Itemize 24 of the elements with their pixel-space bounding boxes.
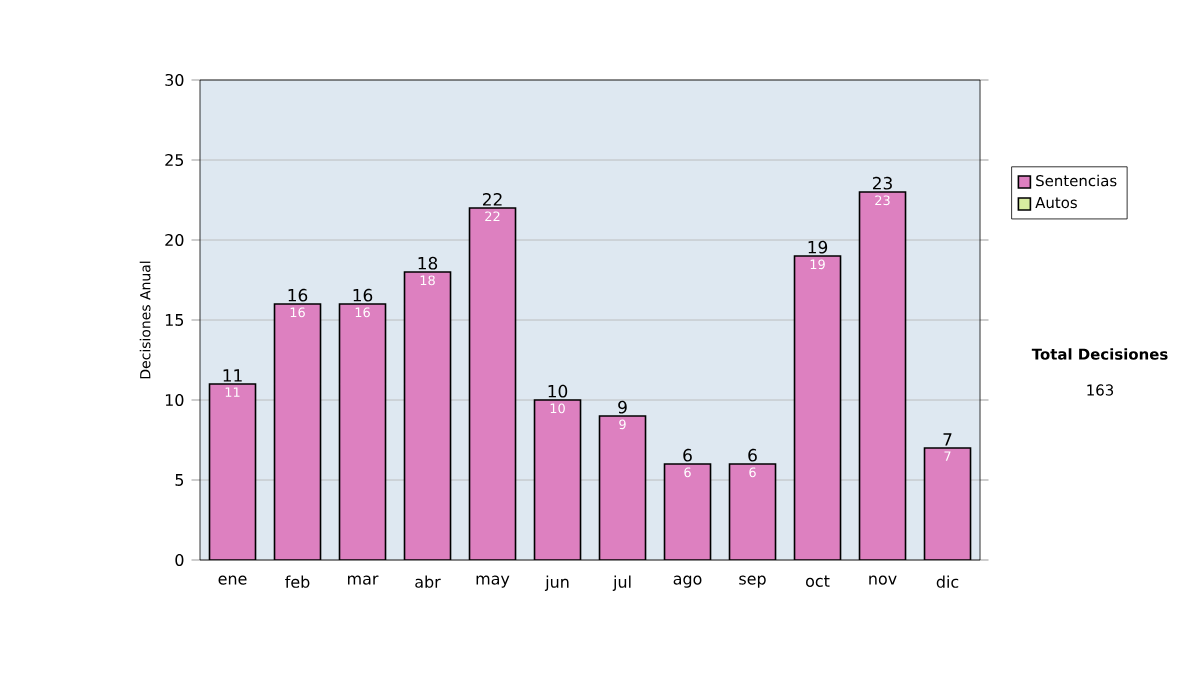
bar xyxy=(794,256,841,560)
total-label: 10 xyxy=(548,384,568,398)
total-label: 6 xyxy=(683,448,692,462)
total-label: 23 xyxy=(872,176,892,190)
bar xyxy=(404,272,451,560)
bar xyxy=(859,192,906,560)
bar xyxy=(209,384,256,560)
total-label: 19 xyxy=(808,240,828,254)
total-label: 11 xyxy=(223,369,242,382)
total-label: 6 xyxy=(748,448,757,462)
bar xyxy=(534,400,581,560)
total-label: 18 xyxy=(418,256,438,270)
bar xyxy=(664,464,711,560)
total-label: 22 xyxy=(482,193,502,206)
total-label: 16 xyxy=(288,288,308,302)
total-label: 9 xyxy=(618,400,627,414)
bar xyxy=(599,416,646,560)
bar xyxy=(469,208,516,560)
total-label: 16 xyxy=(353,288,373,302)
bar xyxy=(729,464,776,560)
bar xyxy=(923,447,972,560)
total-label: 7 xyxy=(943,433,952,446)
bar xyxy=(274,304,321,560)
bar xyxy=(339,304,386,560)
